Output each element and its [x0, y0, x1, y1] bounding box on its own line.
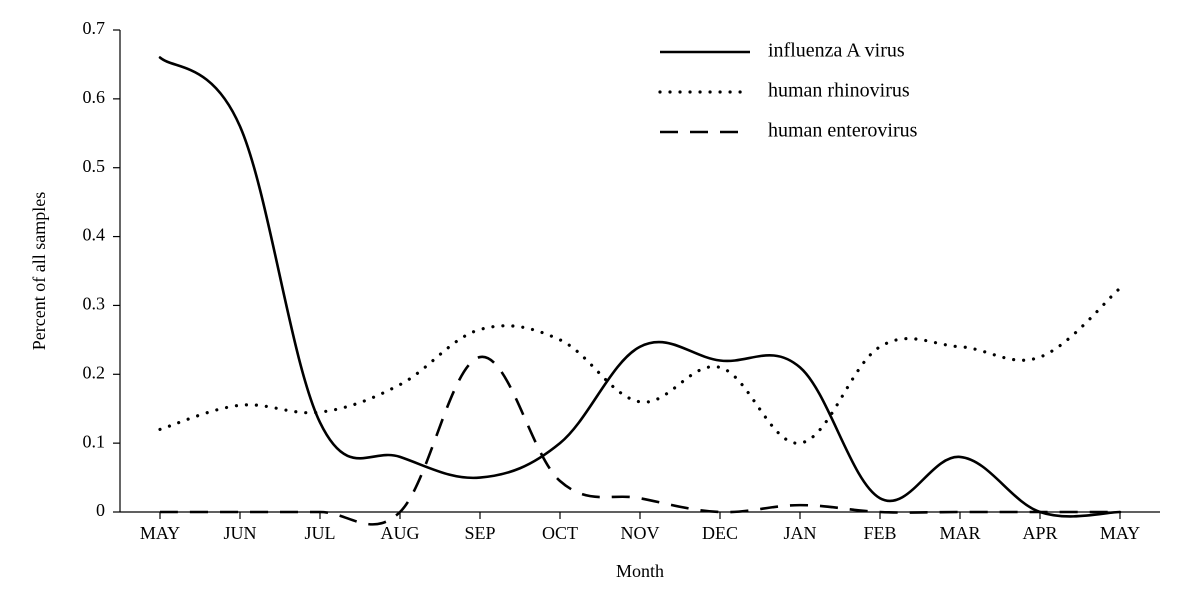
- legend-label-influenza-a: influenza A virus: [768, 40, 905, 62]
- x-tick-label: NOV: [621, 523, 660, 543]
- y-tick-label: 0: [96, 500, 105, 520]
- x-tick-label: FEB: [863, 523, 896, 543]
- x-axis-label: Month: [616, 561, 664, 581]
- y-tick-label: 0.7: [83, 18, 106, 38]
- y-axis-label: Percent of all samples: [29, 192, 49, 350]
- y-tick-label: 0.4: [83, 225, 106, 245]
- y-tick-label: 0.6: [83, 87, 106, 107]
- x-tick-label: OCT: [542, 523, 578, 543]
- x-tick-label: JUL: [305, 523, 336, 543]
- x-tick-label: AUG: [381, 523, 420, 543]
- y-tick-label: 0.2: [83, 362, 106, 382]
- x-tick-label: JUN: [223, 523, 256, 543]
- y-tick-label: 0.1: [83, 431, 106, 451]
- x-tick-label: DEC: [702, 523, 738, 543]
- x-tick-label: SEP: [464, 523, 495, 543]
- chart-container: 0 0.1 0.2 0.3 0.4 0.5 0.6 0.7 MAY JUN JUL AUG SEP OCT…: [0, 0, 1200, 602]
- legend-label-enterovirus: human enterovirus: [768, 120, 918, 142]
- line-chart: 0 0.1 0.2 0.3 0.4 0.5 0.6 0.7 MAY JUN JUL AUG SEP OCT…: [0, 0, 1200, 602]
- x-tick-label: APR: [1022, 523, 1057, 543]
- legend-label-rhinovirus: human rhinovirus: [768, 80, 910, 102]
- x-tick-label: JAN: [783, 523, 816, 543]
- x-tick-label: MAY: [140, 523, 180, 543]
- y-tick-label: 0.5: [83, 156, 106, 176]
- y-tick-label: 0.3: [83, 294, 106, 314]
- x-tick-label: MAY: [1100, 523, 1140, 543]
- x-tick-label: MAR: [939, 523, 980, 543]
